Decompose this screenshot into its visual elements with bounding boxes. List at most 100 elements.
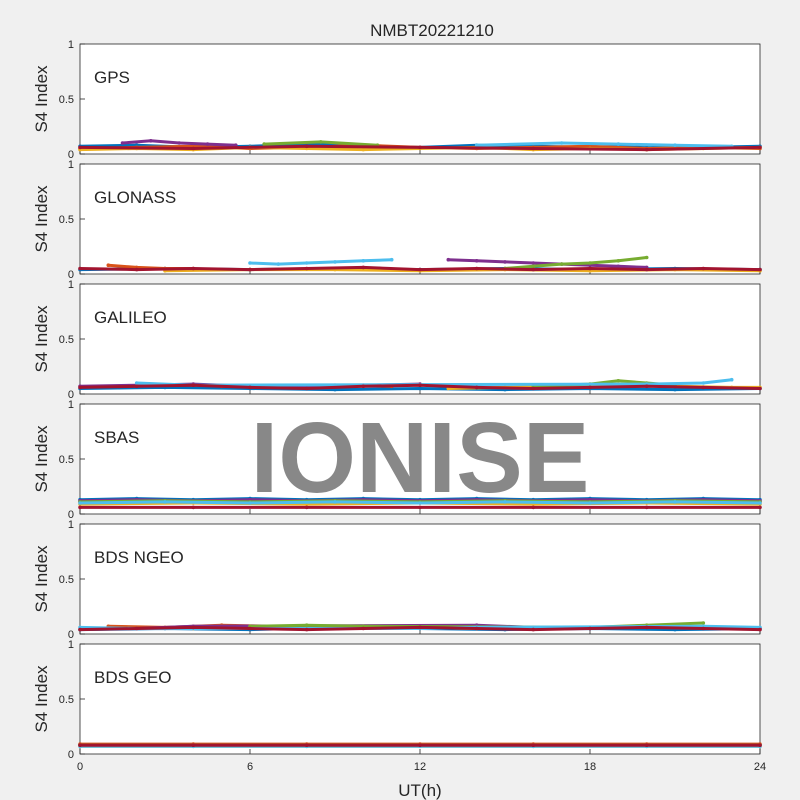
data-point (333, 260, 337, 264)
data-point (531, 505, 536, 510)
data-point (78, 266, 82, 271)
series-trace (248, 258, 394, 266)
data-point (304, 266, 309, 271)
x-tick-label: 12 (414, 761, 426, 773)
data-point (644, 743, 649, 747)
data-point (474, 385, 479, 390)
y-tick-label: 0.5 (59, 214, 74, 226)
panel-bds-ngeo: 0 0.5 1 S4 Index BDS NGEO (32, 519, 762, 641)
data-point (248, 626, 252, 631)
panels-layer: 0 0.5 1 S4 Index GPS 0 0.5 1 S4 Index GLONASS 0 0.5… (32, 39, 766, 773)
y-axis-label: S4 Index (32, 665, 51, 733)
data-point (616, 264, 621, 269)
data-point (616, 259, 621, 263)
panel-glonass: 0 0.5 1 S4 Index GLONASS (32, 159, 762, 281)
data-point (531, 264, 536, 269)
data-point (503, 500, 507, 504)
x-tick-label: 18 (584, 761, 596, 773)
data-point (758, 505, 762, 510)
data-point (361, 626, 366, 631)
data-point (78, 743, 82, 747)
y-tick-label: 0.5 (59, 694, 74, 706)
data-point (234, 143, 238, 147)
data-point (644, 255, 649, 260)
panel-sbas: 0 0.5 1 S4 Index SBAS (32, 399, 762, 521)
y-tick-label: 0.5 (59, 454, 74, 466)
data-point (418, 267, 422, 272)
data-point (262, 142, 267, 146)
data-point (248, 385, 252, 390)
data-point (616, 142, 621, 146)
plot-area (79, 523, 761, 635)
data-point (304, 743, 309, 747)
data-point (361, 265, 366, 270)
data-point (418, 145, 422, 150)
data-point (758, 501, 762, 505)
data-point (106, 263, 111, 268)
data-point (503, 260, 507, 264)
y-tick-label: 1 (68, 159, 74, 171)
panel-label: BDS GEO (94, 668, 171, 687)
data-point (304, 144, 309, 149)
data-point (644, 267, 649, 272)
data-point (248, 501, 252, 505)
data-point (531, 261, 536, 265)
plot-area (79, 283, 761, 395)
data-point (701, 621, 706, 625)
data-point (588, 385, 592, 390)
data-point (588, 266, 592, 271)
data-point (134, 381, 139, 385)
data-point (701, 626, 706, 631)
data-point (304, 627, 309, 632)
data-point (248, 267, 252, 272)
data-point (474, 259, 479, 263)
panel-gps: 0 0.5 1 S4 Index GPS (32, 39, 762, 161)
panel-label: GLONASS (94, 188, 176, 207)
data-point (149, 139, 153, 143)
data-point (304, 386, 309, 391)
panel-label: BDS NGEO (94, 548, 184, 567)
data-point (319, 140, 323, 144)
data-point (418, 383, 422, 388)
data-point (474, 626, 479, 631)
data-point (191, 625, 196, 630)
data-point (177, 141, 181, 145)
data-point (673, 143, 677, 147)
data-point (389, 257, 394, 262)
data-point (446, 257, 451, 262)
data-point (701, 266, 706, 271)
data-point (531, 386, 536, 391)
panel-bds-geo: 0 0.5 1 0 6 12 18 24 S4 Index BDS GEO (32, 639, 766, 773)
data-point (418, 501, 422, 505)
data-point (588, 261, 592, 265)
data-point (361, 259, 366, 263)
data-point (531, 743, 536, 747)
data-point (191, 266, 196, 271)
x-axis-label: UT(h) (398, 781, 441, 800)
data-point (205, 142, 210, 146)
x-tick-label: 0 (77, 761, 83, 773)
data-point (673, 387, 677, 392)
data-point (758, 267, 762, 272)
data-point (418, 625, 422, 630)
y-tick-label: 1 (68, 399, 74, 411)
data-point (333, 500, 337, 504)
data-point (120, 141, 125, 145)
data-point (304, 505, 309, 510)
y-tick-label: 0 (68, 509, 74, 521)
data-point (191, 505, 196, 510)
data-point (729, 377, 734, 382)
data-point (418, 505, 422, 510)
x-tick-label: 6 (247, 761, 253, 773)
data-point (134, 384, 139, 389)
y-tick-label: 0.5 (59, 574, 74, 586)
data-point (361, 147, 366, 152)
y-axis-label: S4 Index (32, 185, 51, 253)
y-tick-label: 0.5 (59, 334, 74, 346)
y-tick-label: 0 (68, 749, 74, 761)
data-point (531, 267, 536, 272)
data-point (474, 266, 479, 271)
chart-title: NMBT20221210 (370, 21, 494, 40)
data-point (78, 385, 82, 390)
data-point (134, 267, 139, 272)
